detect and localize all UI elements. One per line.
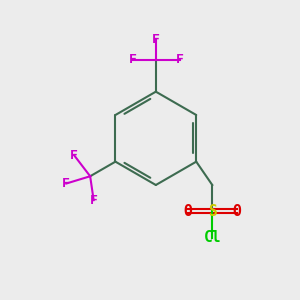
Text: F: F bbox=[176, 53, 184, 66]
Text: F: F bbox=[128, 53, 136, 66]
Text: O: O bbox=[233, 204, 242, 219]
Text: O: O bbox=[183, 204, 192, 219]
Text: F: F bbox=[70, 149, 78, 162]
Text: F: F bbox=[62, 177, 70, 190]
Text: Cl: Cl bbox=[203, 230, 221, 245]
Text: F: F bbox=[90, 194, 98, 207]
Text: F: F bbox=[152, 33, 160, 46]
Text: S: S bbox=[208, 204, 217, 219]
